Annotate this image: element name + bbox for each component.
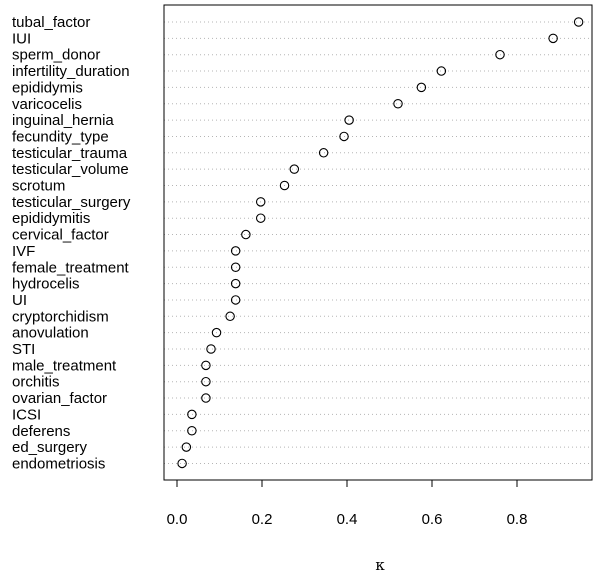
category-label: scrotum [12,178,65,195]
category-label: testicular_volume [12,161,129,178]
x-tick-label: 0.8 [507,511,528,528]
category-label: STI [12,341,35,358]
category-label: ICSI [12,406,41,423]
data-point [255,213,266,223]
data-point [201,376,211,387]
category-label: male_treatment [12,357,117,374]
category-label: testicular_surgery [12,194,131,211]
category-label: ovarian_factor [12,390,107,407]
guide-lines [164,21,592,464]
x-tick-label: 0.2 [252,511,273,528]
data-point [548,33,558,44]
data-point [241,229,251,240]
category-labels: tubal_factorIUIsperm_donorinfertility_du… [12,14,131,472]
data-point [201,360,211,371]
x-tick-label: 0.0 [167,511,188,528]
category-label: varicocelis [12,96,82,113]
category-label: female_treatment [12,259,130,276]
data-point [230,262,241,272]
data-point [573,17,584,27]
plot-frame [163,4,593,481]
category-label: cryptorchidism [12,308,109,325]
category-label: fecundity_type [12,128,109,145]
category-label: hydrocelis [12,276,80,293]
category-label: anovulation [12,325,89,342]
data-point [339,131,349,142]
data-point [177,458,187,469]
category-label: ed_surgery [12,439,88,456]
data-point [201,393,211,403]
data-point [495,49,505,60]
x-tick-label: 0.4 [337,511,358,528]
data-points [177,17,584,469]
category-label: UI [12,292,27,309]
category-label: epididymitis [12,210,90,227]
category-label: infertility_duration [12,63,130,80]
data-point [436,66,447,76]
data-point [289,164,300,174]
category-label: deferens [12,423,70,440]
category-label: IUI [12,30,31,47]
data-point [211,327,222,338]
category-label: sperm_donor [12,47,100,64]
data-point [255,197,266,207]
category-label: endometriosis [12,455,105,472]
x-axis: 0.0 0.2 0.4 0.6 0.8 [167,479,528,528]
data-point [416,82,427,93]
data-point [181,442,192,452]
data-point [187,425,197,436]
x-axis-label: κ [375,556,385,574]
category-label: tubal_factor [12,14,90,31]
category-label: inguinal_hernia [12,112,114,129]
category-label: orchitis [12,374,60,391]
data-point [393,99,403,109]
data-point [344,115,354,125]
data-point [230,295,241,305]
data-point [279,180,290,191]
data-point [187,409,197,420]
data-point [318,148,329,158]
category-label: epididymis [12,79,83,96]
data-point [206,344,216,354]
data-point [225,311,235,322]
x-tick-label: 0.6 [422,511,443,528]
category-label: IVF [12,243,35,260]
data-point [230,246,241,256]
category-label: testicular_trauma [12,145,128,162]
category-label: cervical_factor [12,227,109,244]
data-point [230,278,241,289]
